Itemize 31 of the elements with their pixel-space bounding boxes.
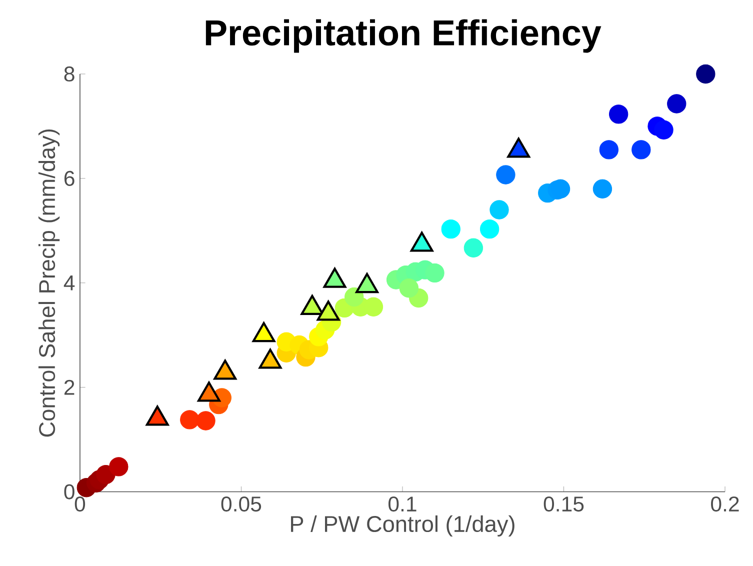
y-axis-title: Control Sahel Precip (mm/day) bbox=[38, 129, 60, 436]
point bbox=[667, 94, 686, 114]
y-tick-label: 6 bbox=[64, 170, 74, 186]
point bbox=[608, 104, 628, 124]
y-tick-label: 2 bbox=[64, 380, 74, 395]
point bbox=[496, 164, 516, 184]
point bbox=[599, 140, 619, 160]
y-tick-label: 0 bbox=[64, 484, 74, 500]
point bbox=[592, 179, 612, 198]
point bbox=[490, 200, 509, 220]
x-tick-label: 0.1 bbox=[388, 496, 416, 512]
point bbox=[109, 456, 128, 476]
point bbox=[464, 238, 484, 258]
x-axis-title: P / PW Control (1/day) bbox=[291, 515, 514, 536]
x-tick-label: 0.05 bbox=[221, 496, 262, 512]
chart-title: Precipitation Efficiency bbox=[206, 18, 602, 53]
point bbox=[480, 219, 500, 238]
y-tick-label: 4 bbox=[64, 275, 75, 290]
point bbox=[696, 64, 716, 84]
point bbox=[196, 410, 216, 430]
point bbox=[399, 278, 419, 298]
x-tick-label: 0.15 bbox=[544, 496, 584, 512]
point bbox=[441, 219, 460, 238]
x-tick-label: 0 bbox=[74, 496, 86, 512]
y-tick-label: 8 bbox=[64, 66, 74, 82]
point bbox=[654, 120, 674, 140]
point bbox=[425, 263, 444, 282]
point bbox=[180, 410, 200, 430]
point bbox=[344, 287, 364, 306]
point bbox=[632, 140, 651, 160]
x-tick-label: 0.2 bbox=[711, 496, 739, 512]
